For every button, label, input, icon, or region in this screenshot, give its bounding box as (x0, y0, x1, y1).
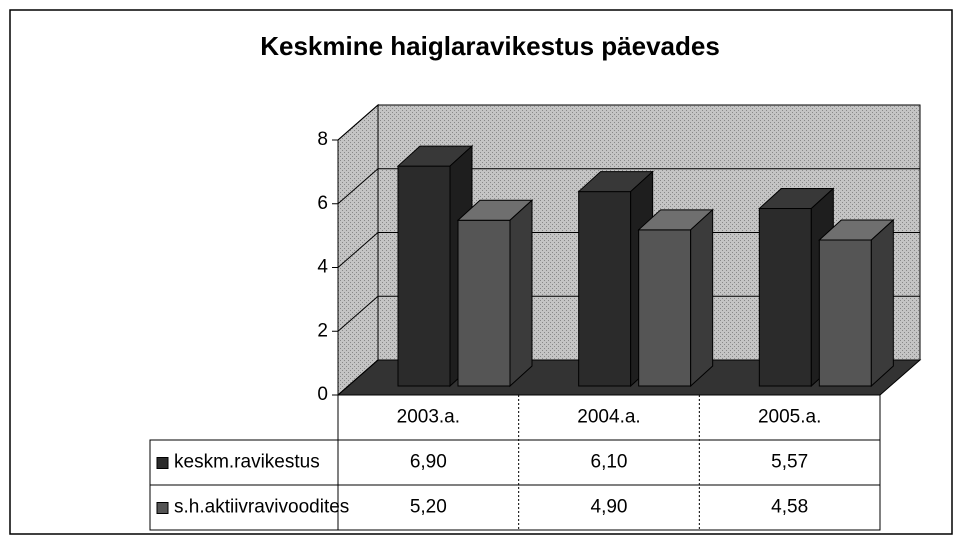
legend-key (156, 502, 169, 514)
chart-title: Keskmine haiglaravikestus päevades (260, 31, 720, 61)
x-tick-label: 2004.a. (577, 407, 640, 428)
bar (457, 219, 511, 387)
y-tick-label: 0 (317, 384, 328, 405)
bar (578, 191, 632, 387)
x-tick-label: 2003.a. (397, 407, 460, 428)
bar (397, 165, 451, 387)
grid-line (337, 232, 920, 268)
bar (638, 229, 692, 387)
y-tick-label: 2 (317, 320, 328, 341)
table-value: 4,90 (591, 497, 628, 518)
bar-side (509, 199, 533, 388)
y-tick-label: 4 (317, 257, 328, 278)
table-value: 6,90 (410, 452, 447, 473)
y-tick-label: 6 (317, 193, 328, 214)
table-value: 5,20 (410, 497, 447, 518)
legend-key (156, 457, 169, 469)
bar (758, 207, 812, 387)
table-value: 6,10 (591, 452, 628, 473)
grid-line (337, 295, 920, 332)
grid-line (337, 104, 920, 141)
bar (818, 239, 872, 387)
x-tick-label: 2005.a. (758, 407, 821, 428)
legend-label: s.h.aktiivravivoodites (174, 497, 349, 518)
bar-side (690, 208, 714, 388)
y-tick-label: 8 (317, 129, 328, 150)
table-value: 5,57 (771, 452, 808, 473)
grid-line (337, 359, 920, 396)
grid-line (337, 168, 920, 205)
bar-side (870, 218, 894, 388)
table-row (149, 484, 881, 531)
table-value: 4,58 (771, 497, 808, 518)
legend-label: keskm.ravikestus (174, 452, 320, 473)
